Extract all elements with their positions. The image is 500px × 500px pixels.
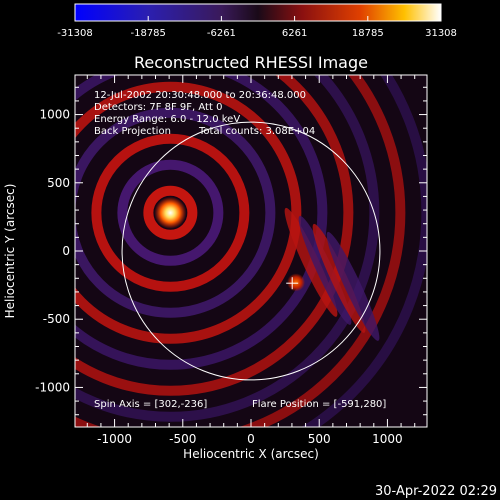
colorbar: -31308 -18785 -6261 6261 18785 31308 — [57, 3, 457, 39]
colorbar-tick-label: 18785 — [352, 28, 384, 39]
heatmap-streak — [312, 223, 366, 333]
flare-position-label: Flare Position = [-591,280] — [252, 399, 386, 410]
heatmap-ring — [301, 75, 427, 427]
heatmap-ring — [91, 133, 250, 292]
flare-source-spot — [154, 196, 187, 229]
plot-area: -1000 -500 0 500 1000 -1000 -500 0 500 1000 — [35, 74, 428, 446]
colorbar-tick-label: -6261 — [207, 28, 236, 39]
spin-axis-marker — [286, 277, 299, 290]
x-axis-label: Heliocentric X (arcsec) — [183, 447, 319, 461]
colorbar-ticks: -31308 -18785 -6261 6261 18785 31308 — [57, 16, 457, 39]
heatmap-ring — [117, 159, 224, 266]
colorbar-tick-label: -18785 — [130, 28, 165, 39]
x-tick-label: 1000 — [372, 432, 403, 446]
x-tick-label: -500 — [169, 432, 196, 446]
solar-limb-circle — [121, 121, 381, 381]
heatmap-ring — [75, 75, 406, 427]
colorbar-tick-label: 31308 — [425, 28, 457, 39]
heatmap-streak — [326, 231, 380, 341]
heatmap-ring — [75, 107, 276, 318]
spin-axis-label: Spin Axis = [302,-236] — [94, 399, 207, 410]
info-detectors: Detectors: 7F 8F 9F, Att 0 — [94, 102, 222, 113]
heatmap-image — [75, 75, 427, 427]
info-total-counts: Total counts: 3.08E+04 — [198, 126, 315, 137]
x-tick-label: 0 — [247, 432, 255, 446]
heatmap-ring — [143, 185, 198, 240]
secondary-source-spot — [287, 273, 306, 292]
y-tick-label: 0 — [62, 244, 70, 258]
heatmap-streak — [298, 215, 352, 325]
info-energy-range: Energy Range: 6.0 - 12.0 keV — [94, 114, 240, 125]
y-tick-label: -500 — [43, 312, 70, 326]
timestamp: 30-Apr-2022 02:29 — [375, 484, 497, 499]
x-tick-label: -1000 — [97, 432, 132, 446]
info-block: 12-Jul-2002 20:30:48.000 to 20:36:48.000… — [94, 90, 386, 410]
y-axis-ticks: -1000 -500 0 500 1000 — [35, 86, 427, 416]
y-tick-label: -1000 — [35, 380, 70, 394]
colorbar-tick-label: -31308 — [57, 28, 92, 39]
y-tick-label: 500 — [47, 176, 70, 190]
heatmap-ring — [75, 75, 328, 370]
y-tick-label: 1000 — [39, 108, 70, 122]
info-time-range: 12-Jul-2002 20:30:48.000 to 20:36:48.000 — [94, 90, 306, 101]
colorbar-tick-label: 6261 — [282, 28, 307, 39]
y-axis-label: Heliocentric Y (arcsec) — [3, 184, 17, 319]
heatmap-ring — [75, 75, 354, 396]
heatmap-streak — [284, 207, 338, 317]
heatmap-ring — [75, 81, 302, 344]
chart-title: Reconstructed RHESSI Image — [134, 53, 368, 72]
colorbar-gradient — [74, 3, 442, 22]
x-tick-label: 500 — [308, 432, 331, 446]
info-method: Back Projection — [94, 126, 171, 137]
x-axis-ticks: -1000 -500 0 500 1000 — [86, 75, 416, 446]
